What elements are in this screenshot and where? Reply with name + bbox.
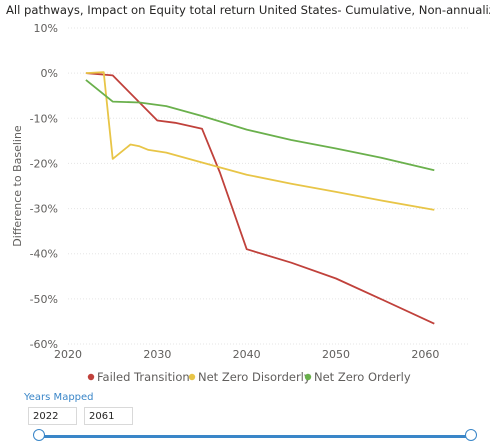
- legend-item[interactable]: Net Zero Disorderly: [188, 370, 311, 384]
- y-axis-ticks: 10% 0% -10% -20% -30% -40% -50% -60%: [30, 22, 58, 351]
- legend-marker-icon: [87, 373, 95, 381]
- series-line-failed-transition[interactable]: [85, 72, 435, 325]
- x-tick-label: 2050: [322, 348, 350, 361]
- y-tick-label: 10%: [34, 22, 58, 35]
- year-range-slider[interactable]: [39, 435, 471, 438]
- gridlines: [68, 27, 470, 345]
- y-axis-label: Difference to Baseline: [11, 125, 24, 247]
- y-tick-label: -60%: [30, 338, 58, 351]
- chart-title: All pathways, Impact on Equity total ret…: [6, 3, 490, 17]
- slider-end-handle[interactable]: [465, 429, 477, 441]
- legend-label: Net Zero Orderly: [314, 370, 411, 384]
- y-tick-label: -40%: [30, 248, 58, 261]
- end-year-input[interactable]: 2061: [84, 407, 133, 425]
- x-axis-ticks: 2020 2030 2040 2050 2060: [54, 348, 439, 361]
- y-tick-label: -30%: [30, 203, 58, 216]
- legend-marker-icon: [304, 373, 312, 381]
- series-line-net-zero-disorderly[interactable]: [85, 71, 435, 211]
- legend-marker-icon: [188, 373, 196, 381]
- start-year-input[interactable]: 2022: [28, 407, 77, 425]
- y-tick-label: 0%: [41, 67, 58, 80]
- y-tick-label: -10%: [30, 112, 58, 125]
- x-tick-label: 2040: [233, 348, 261, 361]
- legend: Failed Transition Net Zero Disorderly Net …: [87, 370, 411, 384]
- legend-item[interactable]: Net Zero Orderly: [304, 370, 411, 384]
- slicer-title: Years Mapped: [24, 392, 94, 403]
- legend-label: Net Zero Disorderly: [198, 370, 311, 384]
- legend-label: Failed Transition: [97, 370, 190, 384]
- line-chart: 10%0%-10%-20%-30%-40%-50%-60% 2020 2030 20…: [11, 22, 470, 384]
- series-line-net-zero-orderly[interactable]: [85, 79, 435, 172]
- x-tick-label: 2030: [143, 348, 171, 361]
- legend-item[interactable]: Failed Transition: [87, 370, 190, 384]
- series-lines: [85, 71, 435, 325]
- slider-start-handle[interactable]: [33, 429, 45, 441]
- y-tick-label: -20%: [30, 157, 58, 170]
- x-tick-label: 2020: [54, 348, 82, 361]
- x-tick-label: 2060: [411, 348, 439, 361]
- y-tick-label: -50%: [30, 293, 58, 306]
